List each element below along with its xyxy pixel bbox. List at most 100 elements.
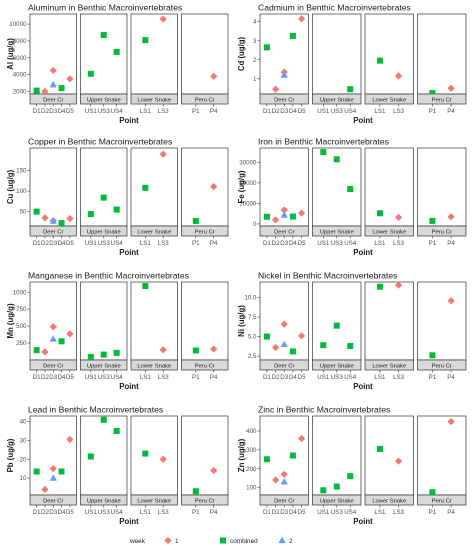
x-tick-label: D1 <box>263 374 271 381</box>
data-point-week-1 <box>394 72 403 80</box>
facet-panel <box>181 415 229 496</box>
data-point-week-combined <box>263 333 270 340</box>
x-tick-label: D2 <box>272 374 280 381</box>
facet-upper-snake: Upper Snake US1 US3 US4 <box>80 13 128 115</box>
y-axis-label: Zn (ug/g) <box>237 438 246 472</box>
legend-label: 1 <box>175 538 179 545</box>
x-axis-label: Point <box>353 116 373 125</box>
x-tick-label: LS1 <box>374 374 386 381</box>
x-tick-label: LS1 <box>140 509 152 516</box>
chart-panel-4: Manganese in Benthic Macroinvertebrates 2… <box>6 271 229 391</box>
facet-strip-label: Upper Snake <box>87 229 121 235</box>
facet-panel <box>364 147 414 227</box>
data-point-week-1 <box>280 320 288 328</box>
facet-points <box>320 473 354 494</box>
facet-strip <box>181 225 229 237</box>
facet-points <box>87 416 120 460</box>
x-tick-label: P4 <box>447 374 455 381</box>
x-tick-label: LS3 <box>393 509 405 516</box>
x-tick-label: LS3 <box>158 374 170 381</box>
data-point-week-combined <box>320 149 327 156</box>
data-point-week-1 <box>159 455 167 463</box>
x-tick-label: US1 <box>317 240 330 247</box>
x-tick-label: D2 <box>41 509 49 516</box>
y-tick-label: 3 <box>253 38 257 45</box>
data-point-week-1 <box>41 348 49 356</box>
x-tick-label: D1 <box>33 374 41 381</box>
y-axis-label: Ni (ug/g) <box>237 305 246 337</box>
y-axis-label: Cu (ug/g) <box>6 169 15 204</box>
data-point-week-1 <box>271 476 280 484</box>
facet-strip-label: Upper Snake <box>87 363 121 369</box>
facet-panel <box>417 415 467 496</box>
x-tick-label: US4 <box>111 240 124 247</box>
facet-panel <box>364 281 414 361</box>
chart-title: Lead in Benthic Macroinvertebrates <box>28 405 163 415</box>
data-point-week-1 <box>41 214 49 222</box>
facet-strip-label: Peru Cr <box>195 498 215 504</box>
facet-lower-snake: Lower Snake LS1 LS3 <box>130 281 178 381</box>
data-point-week-combined <box>87 353 94 360</box>
facet-strip-label: Deer Cr <box>43 97 63 103</box>
data-point-week-combined <box>100 416 107 423</box>
y-tick-label: 8000 <box>13 38 27 45</box>
data-point-week-combined <box>263 213 270 220</box>
facet-strip <box>181 93 229 105</box>
x-tick-label: US3 <box>331 509 344 516</box>
data-point-week-1 <box>271 85 280 93</box>
facet-strip-label: Deer Cr <box>43 363 63 369</box>
x-tick-label: D5 <box>298 108 306 115</box>
facet-points <box>33 435 74 493</box>
facet-points <box>376 282 403 290</box>
facet-points <box>429 418 455 495</box>
x-tick-label: P4 <box>447 240 455 247</box>
x-tick-label: D1 <box>263 509 271 516</box>
data-point-week-combined <box>376 210 383 217</box>
data-point-week-combined <box>142 37 149 44</box>
x-tick-label: P1 <box>429 509 437 516</box>
chart-panel-6: Lead in Benthic Macroinvertebrates 10 20 30… <box>6 405 229 526</box>
data-point-week-combined <box>347 473 354 480</box>
facet-strip-label: Lower Snake <box>372 498 406 504</box>
x-tick-label: D3 <box>280 240 288 247</box>
x-axis-label: Point <box>353 382 373 391</box>
data-point-week-1 <box>297 332 306 340</box>
facet-panel <box>417 147 467 227</box>
x-tick-label: D5 <box>298 374 306 381</box>
data-point-week-combined <box>142 283 149 290</box>
facet-peru-cr: Peru Cr P1 P4 <box>181 281 229 381</box>
data-point-week-combined <box>333 322 340 329</box>
x-tick-label: US1 <box>85 240 98 247</box>
x-tick-label: D2 <box>272 509 280 516</box>
data-point-week-1 <box>280 470 288 478</box>
facet-points <box>263 434 306 485</box>
data-point-week-combined <box>100 32 107 39</box>
x-tick-label: D5 <box>66 108 74 115</box>
data-point-week-1 <box>394 213 403 221</box>
y-tick-label: 7.5 <box>248 314 257 321</box>
facet-points <box>192 466 218 495</box>
data-point-week-combined <box>87 70 94 77</box>
facet-panel <box>312 415 362 496</box>
y-tick-label: 50 <box>20 209 27 216</box>
y-tick-label: 2.5 <box>248 353 257 360</box>
data-point-week-1 <box>66 75 74 83</box>
data-point-week-1 <box>41 485 49 493</box>
facet-panel <box>80 13 128 95</box>
x-tick-label: LS3 <box>158 509 170 516</box>
facet-panel <box>259 13 309 95</box>
facet-strip-label: Peru Cr <box>195 97 215 103</box>
chart-title: Zinc in Benthic Macroinvertebrates <box>258 405 390 415</box>
data-point-week-combined <box>192 347 199 354</box>
y-tick-label: 1000 <box>13 289 27 296</box>
chart-title: Iron in Benthic Macroinvertebrates <box>258 137 389 147</box>
facet-lower-snake: Lower Snake LS1 LS3 <box>364 147 414 247</box>
y-tick-label: 2 <box>253 57 257 64</box>
facet-strip-label: Deer Cr <box>274 363 294 369</box>
x-tick-label: D4 <box>58 240 66 247</box>
chart-panel-0: Aluminum in Benthic Macroinvertebrates 20… <box>6 3 229 125</box>
facet-panel <box>29 415 77 496</box>
